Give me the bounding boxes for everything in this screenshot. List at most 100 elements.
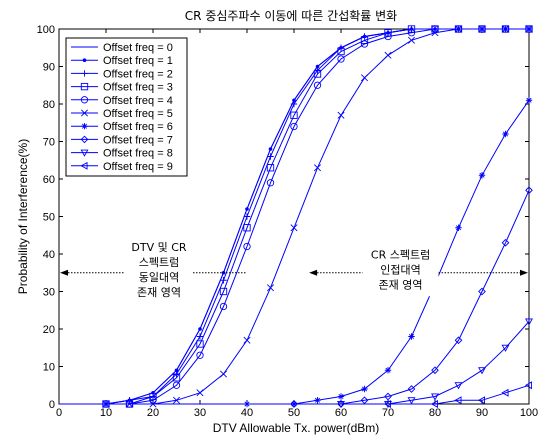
- data-point: [501, 238, 510, 247]
- series-offset-5: [59, 25, 533, 408]
- data-point: [290, 122, 298, 131]
- data-point: [290, 400, 298, 408]
- data-point: [313, 81, 322, 89]
- legend-entry-0: Offset freq = 0: [71, 42, 173, 54]
- x-tick-label: 30: [194, 407, 206, 419]
- legend-marker: [80, 161, 88, 170]
- legend-label: Offset freq = 7: [103, 134, 173, 146]
- data-point: [407, 25, 416, 33]
- data-point: [172, 396, 181, 404]
- data-point: [337, 55, 345, 63]
- data-point: [290, 111, 298, 119]
- legend-entry-7: Offset freq = 7: [71, 134, 173, 146]
- data-point: [245, 207, 249, 211]
- legend-entry-5: Offset freq = 5: [71, 108, 173, 120]
- legend-label: Offset freq = 6: [103, 121, 173, 133]
- data-point: [314, 397, 321, 404]
- data-point: [149, 392, 157, 401]
- legend-entry-8: Offset freq = 8: [71, 148, 173, 160]
- data-point: [502, 130, 509, 138]
- x-tick-label: 20: [147, 407, 159, 419]
- data-point: [408, 333, 415, 340]
- data-point: [337, 44, 345, 51]
- series-line-9: [59, 384, 530, 405]
- data-point: [196, 351, 204, 359]
- legend-marker: [81, 123, 88, 130]
- annotation-text: 동일대역: [139, 270, 179, 284]
- data-point: [313, 70, 322, 78]
- data-point: [126, 397, 133, 404]
- annotation-text: CR 스펙트럼: [371, 248, 430, 261]
- data-point: [501, 25, 510, 33]
- data-point: [266, 179, 275, 187]
- data-point: [243, 242, 251, 251]
- y-tick-label: 0: [49, 399, 55, 411]
- legend-entry-6: Offset freq = 6: [71, 121, 173, 133]
- series-layer: [59, 25, 533, 409]
- data-point: [290, 224, 298, 232]
- data-point: [454, 25, 463, 33]
- x-tick-label: 70: [382, 407, 394, 419]
- data-point: [524, 381, 533, 390]
- legend-entry-9: Offset freq = 9: [71, 161, 173, 173]
- y-tick-label: 100: [37, 24, 55, 36]
- legend-label: Offset freq = 8: [103, 148, 173, 160]
- data-point: [477, 396, 486, 405]
- data-point: [243, 224, 251, 232]
- series-offset-8: [59, 318, 533, 409]
- data-point: [267, 153, 274, 160]
- arrow-head: [520, 269, 528, 276]
- data-point: [478, 287, 486, 296]
- data-point: [431, 393, 439, 401]
- data-point: [360, 396, 369, 405]
- data-point: [525, 318, 533, 326]
- x-axis-label: DTV Allowable Tx. power(dBm): [213, 421, 380, 435]
- data-point: [243, 336, 251, 344]
- data-point: [266, 284, 275, 292]
- data-point: [384, 51, 392, 59]
- data-point: [196, 389, 204, 397]
- legend-marker: [80, 135, 89, 144]
- data-point: [478, 367, 486, 375]
- data-point: [196, 340, 204, 348]
- legend-label: Offset freq = 3: [103, 82, 173, 94]
- legend-label: Offset freq = 1: [103, 55, 173, 67]
- series-line-8: [59, 321, 530, 405]
- y-tick-label: 80: [43, 99, 55, 111]
- y-axis-label: Probability of Interference(%): [16, 139, 30, 294]
- data-point: [478, 172, 486, 179]
- legend-entry-4: Offset freq = 4: [71, 95, 173, 107]
- y-tick-label: 40: [43, 249, 55, 261]
- x-tick-label: 100: [520, 407, 538, 419]
- annotation-text: 존재 영역: [137, 286, 181, 299]
- data-point: [430, 400, 439, 408]
- annotation-bg: [125, 237, 193, 304]
- x-tick-label: 10: [100, 407, 112, 419]
- legend-entry-3: Offset freq = 3: [71, 82, 173, 94]
- data-point: [384, 29, 392, 37]
- data-point: [268, 147, 273, 151]
- legend-label: Offset freq = 0: [103, 42, 173, 54]
- data-point: [454, 336, 463, 345]
- data-point: [290, 100, 298, 108]
- x-tick-label: 80: [429, 407, 441, 419]
- data-point: [501, 388, 509, 397]
- legend-label: Offset freq = 9: [103, 161, 173, 173]
- data-point: [455, 224, 462, 231]
- data-point: [360, 40, 369, 48]
- series-offset-4: [59, 25, 533, 408]
- data-point: [407, 36, 416, 44]
- arrow-head: [60, 269, 68, 276]
- data-point: [174, 368, 179, 373]
- data-point: [361, 33, 368, 40]
- legend-label: Offset freq = 2: [103, 68, 173, 80]
- data-point: [172, 381, 181, 389]
- data-point: [384, 32, 392, 41]
- series-line-4: [59, 28, 529, 405]
- y-tick-label: 30: [43, 287, 55, 299]
- legend-label: Offset freq = 4: [103, 95, 173, 107]
- arrow-head: [309, 269, 318, 276]
